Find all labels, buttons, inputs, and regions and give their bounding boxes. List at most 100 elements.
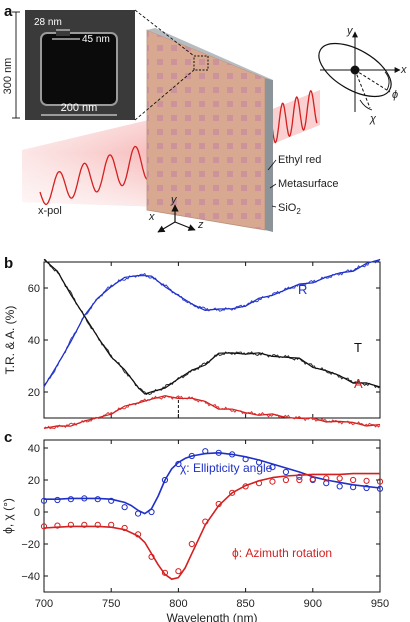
data-point bbox=[161, 569, 169, 576]
series-trace bbox=[43, 258, 381, 387]
ellipse-phi-label: ϕ bbox=[392, 89, 398, 101]
data-point bbox=[94, 496, 101, 503]
panel-letter-a: a bbox=[4, 3, 13, 20]
series-label: T bbox=[354, 340, 362, 355]
sem-inset bbox=[12, 9, 195, 121]
data-point bbox=[215, 449, 222, 456]
data-point bbox=[376, 485, 384, 492]
series-line bbox=[43, 258, 381, 395]
data-point bbox=[67, 521, 74, 528]
plot-frame bbox=[43, 261, 381, 419]
phi-label: ϕ: Azimuth rotation bbox=[232, 546, 332, 560]
outgoing-helix bbox=[271, 89, 318, 144]
data-point bbox=[67, 496, 74, 503]
series-label: R bbox=[298, 282, 307, 297]
x-tick-label: 850 bbox=[236, 598, 254, 610]
chart-c: −40 −20 0 20 40 700 750 800 850 900 950 ϕ, χ (°) Wav… bbox=[1, 439, 389, 622]
data-point bbox=[229, 489, 236, 496]
layer-label-sio2: SiO2 bbox=[278, 202, 301, 216]
series-line bbox=[43, 259, 381, 388]
data-point bbox=[363, 484, 370, 492]
data-point bbox=[94, 521, 101, 528]
sem-arm-label: 45 nm bbox=[82, 34, 110, 45]
data-point bbox=[363, 477, 370, 484]
data-point bbox=[134, 510, 142, 517]
data-point bbox=[188, 540, 195, 548]
data-point bbox=[175, 460, 182, 468]
sem-width-label: 200 nm bbox=[61, 102, 98, 114]
axis-y-label: y bbox=[170, 194, 178, 206]
layer-label-metasurface: Metasurface bbox=[278, 178, 339, 190]
data-point bbox=[350, 476, 357, 484]
data-point bbox=[242, 456, 249, 463]
data-point bbox=[54, 496, 61, 504]
layer-label-ethyl-red: Ethyl red bbox=[278, 154, 321, 166]
data-point bbox=[40, 523, 48, 530]
sem-height-label: 300 nm bbox=[2, 58, 14, 95]
axis-x-label: x bbox=[148, 211, 155, 223]
series-line bbox=[43, 472, 380, 580]
data-point bbox=[148, 553, 155, 560]
polarization-ellipse-diagram bbox=[318, 31, 401, 112]
data-point bbox=[269, 478, 276, 485]
data-point bbox=[255, 459, 263, 466]
x-tick-label: 700 bbox=[35, 598, 53, 610]
y-tick-label: −20 bbox=[21, 539, 40, 551]
input-polarization-label: x-pol bbox=[38, 205, 62, 217]
y-tick-label: 20 bbox=[28, 387, 40, 399]
data-point bbox=[108, 497, 115, 504]
zoom-box bbox=[193, 55, 209, 71]
data-point bbox=[108, 521, 115, 528]
data-point bbox=[350, 484, 357, 491]
series-line bbox=[43, 395, 381, 429]
x-tick-label: 900 bbox=[304, 598, 322, 610]
data-point bbox=[188, 452, 195, 460]
x-tick-label: 750 bbox=[102, 598, 120, 610]
ellipse-chi-label: χ bbox=[369, 113, 377, 125]
data-point bbox=[323, 475, 330, 482]
x-tick-label: 800 bbox=[169, 598, 187, 610]
data-point bbox=[296, 476, 303, 484]
data-point bbox=[336, 475, 343, 482]
x-tick-label: 950 bbox=[371, 598, 389, 610]
outgoing-beam bbox=[270, 89, 320, 145]
data-point bbox=[40, 497, 48, 504]
coordinate-axes bbox=[157, 204, 196, 233]
y-tick-label: 40 bbox=[28, 443, 40, 455]
data-point bbox=[81, 495, 88, 502]
sem-gap-label: 28 nm bbox=[34, 17, 62, 28]
data-point bbox=[269, 464, 276, 471]
series-label: A bbox=[354, 376, 363, 391]
series-trace bbox=[43, 395, 381, 430]
ellipse-x-label: x bbox=[400, 64, 407, 76]
data-point bbox=[54, 522, 61, 529]
data-point bbox=[121, 524, 128, 532]
data-point bbox=[175, 568, 182, 575]
y-tick-label: 60 bbox=[28, 283, 40, 295]
data-point bbox=[309, 476, 316, 483]
data-point bbox=[161, 476, 169, 484]
data-point bbox=[255, 480, 263, 487]
data-point bbox=[376, 478, 384, 485]
y-axis-label: ϕ, χ (°) bbox=[1, 498, 15, 534]
layer-callouts bbox=[267, 159, 277, 208]
y-tick-label: −40 bbox=[21, 571, 40, 583]
ellipse-y-label: y bbox=[346, 25, 354, 37]
data-point bbox=[229, 451, 236, 458]
y-tick-label: 0 bbox=[34, 507, 40, 519]
chi-label: χ: Ellipticity angle bbox=[180, 461, 273, 475]
data-point bbox=[215, 500, 222, 508]
data-point bbox=[336, 483, 343, 490]
metasurface-slab bbox=[146, 28, 273, 232]
data-point bbox=[81, 521, 88, 528]
data-point bbox=[202, 448, 209, 455]
data-point bbox=[242, 483, 249, 490]
y-tick-label: 40 bbox=[28, 335, 40, 347]
y-axis-label: T.R. & A. (%) bbox=[3, 306, 17, 375]
x-axis-label: Wavelength (nm) bbox=[167, 611, 258, 622]
chart-b: 20 40 60 T.R. & A. (%) R T A bbox=[3, 258, 381, 430]
axis-z-label: z bbox=[197, 219, 204, 231]
plot-frame bbox=[43, 439, 381, 593]
panel-letter-b: b bbox=[4, 255, 13, 272]
